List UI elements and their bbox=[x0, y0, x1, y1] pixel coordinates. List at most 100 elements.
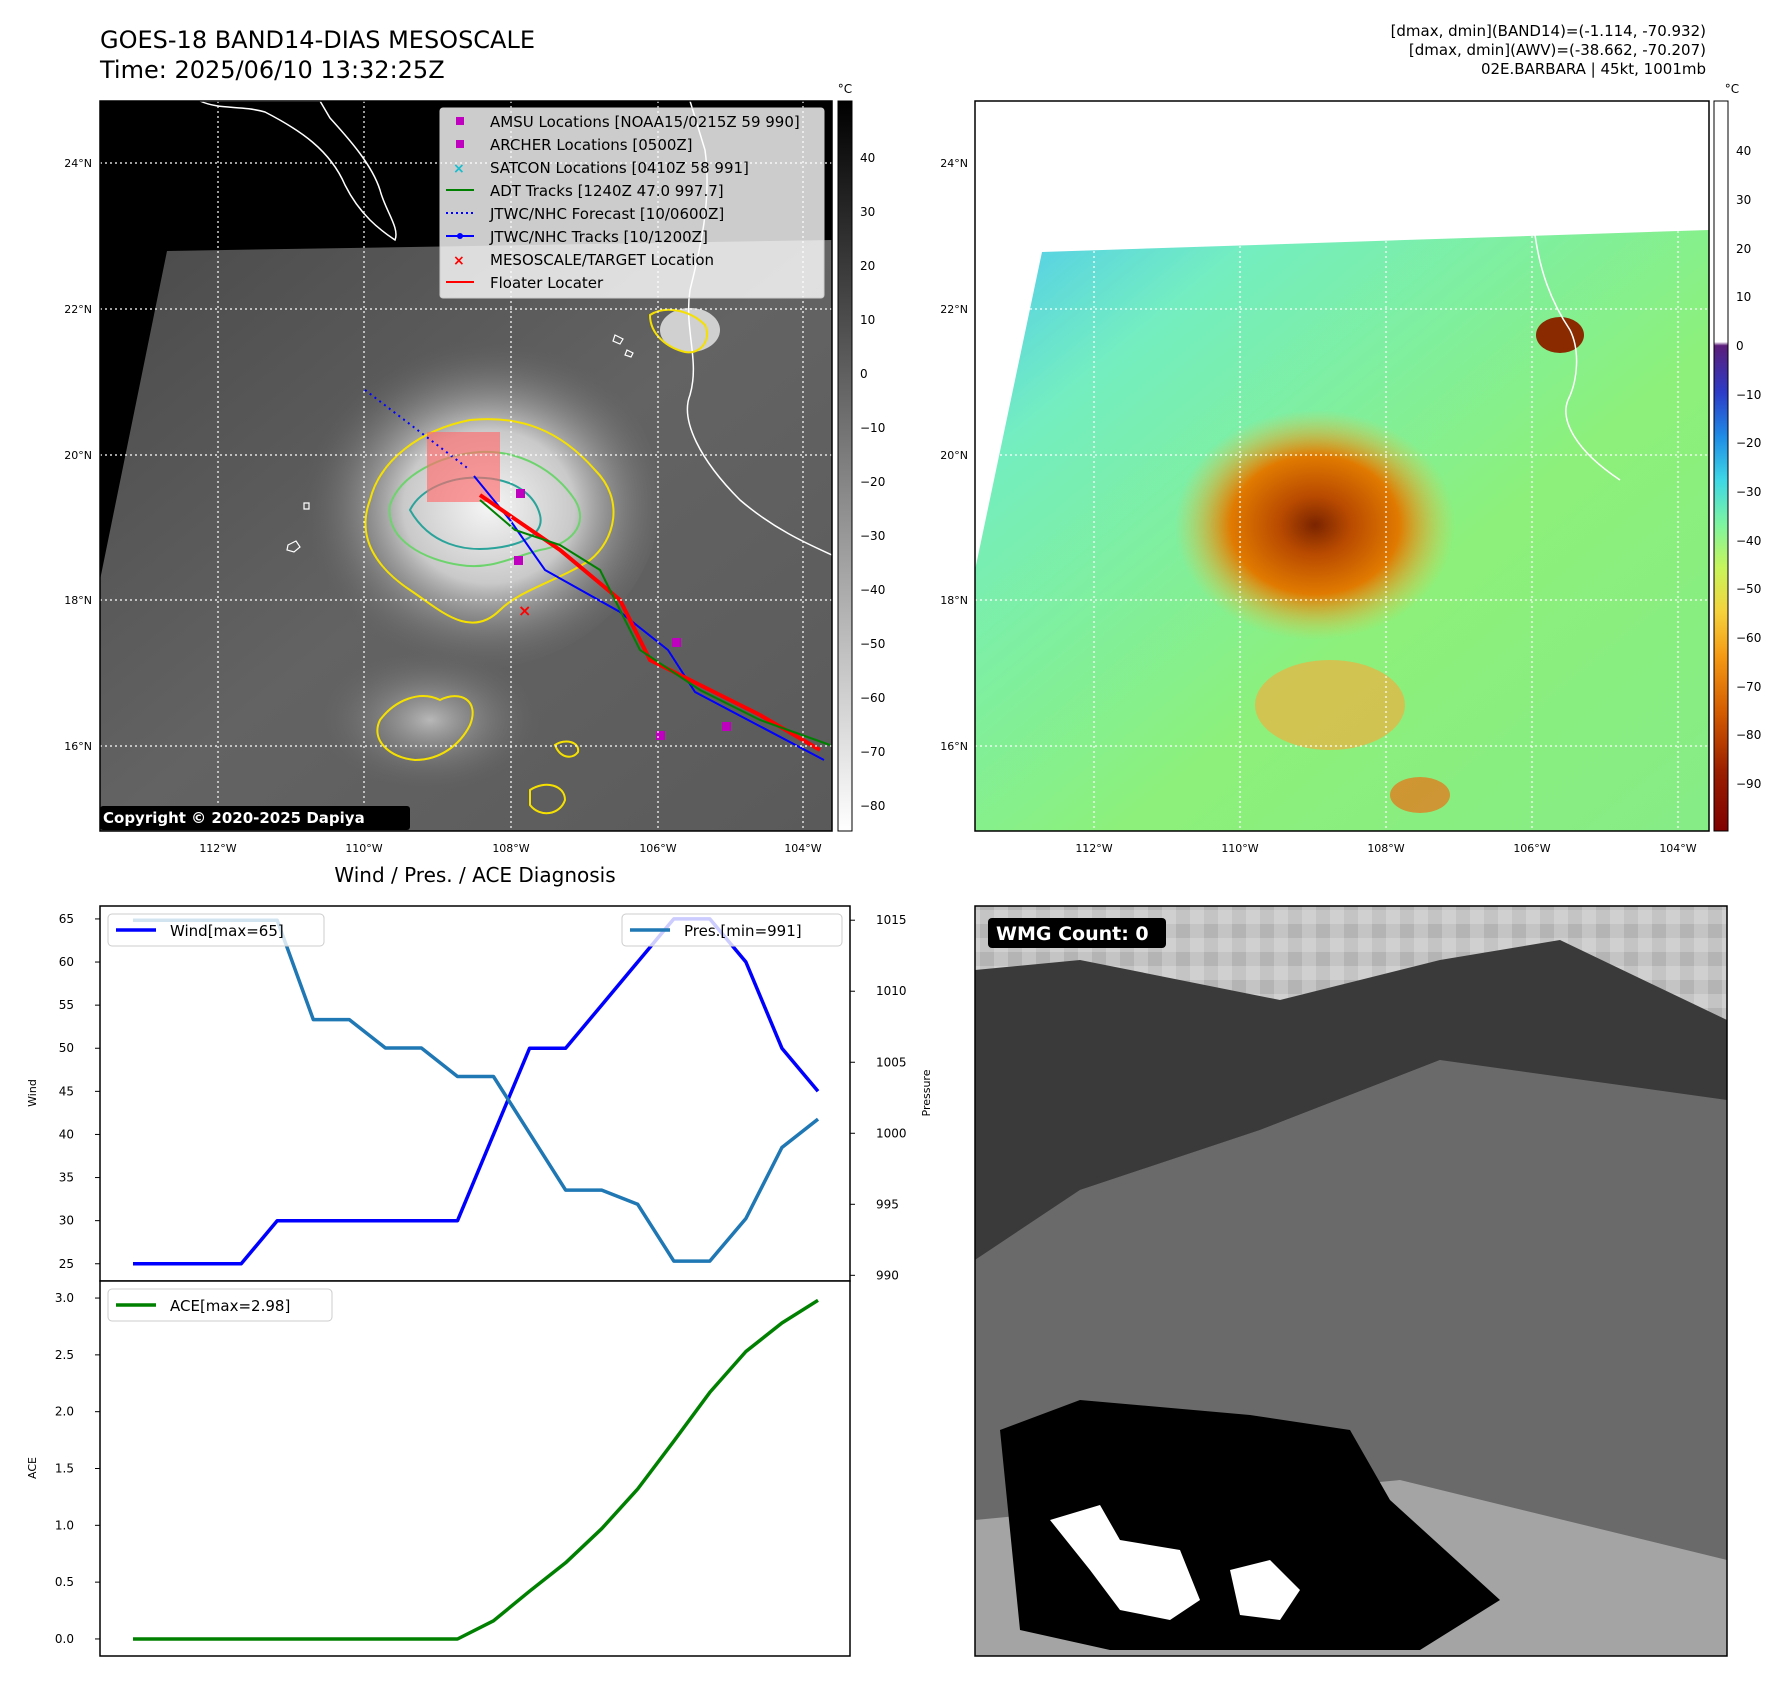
legend-archer-swatch bbox=[456, 140, 464, 148]
awv-cbar-tick: −40 bbox=[1736, 534, 1761, 548]
pressure-axis-label: Pressure bbox=[920, 1069, 933, 1116]
awv-map-frame bbox=[974, 100, 1710, 832]
ace-y-tick-label: 2.5 bbox=[55, 1348, 74, 1362]
legend-floater: Floater Locater bbox=[490, 274, 604, 292]
revillagigedo-islands bbox=[286, 502, 310, 553]
ace-y-tick-label: 1.5 bbox=[55, 1462, 74, 1476]
ir-cbar-tick: −40 bbox=[860, 583, 885, 597]
wind-axis-label: Wind bbox=[26, 1079, 39, 1107]
ace-series-line bbox=[133, 1298, 819, 1641]
page-title: GOES-18 BAND14-DIAS MESOSCALE bbox=[100, 26, 536, 54]
awv-cbar-tick: −20 bbox=[1736, 436, 1761, 450]
awv-lat-tick-22: 22°N bbox=[940, 303, 968, 316]
ir-cbar-tick: −30 bbox=[860, 529, 885, 543]
floater-box bbox=[427, 432, 500, 502]
pressure-y-tick-label: 1005 bbox=[876, 1055, 907, 1069]
pressure-y-ticks: 990 995 1000 1005 1010 1015 bbox=[850, 913, 907, 1282]
wmg-frame bbox=[974, 905, 1728, 1657]
wind-y-tick-label: 25 bbox=[59, 1257, 74, 1271]
wmg-count-text: WMG Count: 0 bbox=[996, 923, 1149, 945]
pressure-legend-box bbox=[621, 913, 843, 947]
ir-cbar-tick: −80 bbox=[860, 799, 885, 813]
wind-legend-label: Wind[max=65] bbox=[170, 922, 284, 940]
awv-band-south-2 bbox=[1390, 777, 1450, 813]
ir-lon-tick-110: 110°W bbox=[345, 842, 382, 855]
legend-tracks-dot bbox=[457, 233, 463, 239]
legend-amsu-swatch bbox=[456, 117, 464, 125]
ir-lon-tick-108: 108°W bbox=[492, 842, 529, 855]
wind-y-tick-label: 50 bbox=[59, 1041, 74, 1055]
ir-cbar-tick: −50 bbox=[860, 637, 885, 651]
wind-y-tick-label: 55 bbox=[59, 998, 74, 1012]
awv-cbar-tick: −90 bbox=[1736, 777, 1761, 791]
amsu-marker-3 bbox=[722, 722, 731, 731]
awv-lat-tick-20: 20°N bbox=[940, 449, 968, 462]
ir-lat-tick-24: 24°N bbox=[64, 157, 92, 170]
ir-cbar-tick: −60 bbox=[860, 691, 885, 705]
wmg-white-region bbox=[1050, 1505, 1200, 1620]
archer-marker-2 bbox=[656, 731, 665, 740]
ir-map-frame bbox=[99, 100, 833, 832]
ir-cbar-tick: 30 bbox=[860, 205, 875, 219]
awv-cbar-tick: −10 bbox=[1736, 388, 1761, 402]
wmg-panel: WMG Count: 0 bbox=[974, 905, 1728, 1657]
contour-yellow-south bbox=[376, 695, 474, 762]
awv-lat-tick-18: 18°N bbox=[940, 594, 968, 607]
ir-lon-tick-104: 104°W bbox=[784, 842, 821, 855]
awv-lon-tick-112: 112°W bbox=[1075, 842, 1112, 855]
cloud-band-south bbox=[320, 650, 540, 790]
band14-range-text: [dmax, dmin](BAND14)=(-1.114, -70.932) bbox=[1390, 22, 1706, 40]
awv-storm-core bbox=[1175, 410, 1455, 640]
ir-cbar-tick: 0 bbox=[860, 367, 868, 381]
baja-coastline bbox=[199, 100, 397, 242]
awv-cbar-tick: −60 bbox=[1736, 631, 1761, 645]
ace-y-tick-label: 0.0 bbox=[55, 1632, 74, 1646]
contour-yellow-small bbox=[529, 740, 580, 815]
ace-y-tick-label: 1.0 bbox=[55, 1518, 74, 1532]
pressure-legend-label: Pres.[min=991] bbox=[684, 922, 802, 940]
awv-cbar-tick: −80 bbox=[1736, 728, 1761, 742]
awv-cbar-tick: −50 bbox=[1736, 582, 1761, 596]
awv-colorbar bbox=[1713, 100, 1729, 832]
forecast-track-line bbox=[364, 389, 471, 471]
ir-lat-tick-22: 22°N bbox=[64, 303, 92, 316]
ace-plot-frame bbox=[99, 1280, 851, 1657]
legend-amsu: AMSU Locations [NOAA15/0215Z 59 990] bbox=[490, 113, 800, 131]
wind-pressure-chart: Wind / Pres. / ACE Diagnosis 25 30 35 40 45 5… bbox=[26, 863, 933, 1282]
wmg-gray-band bbox=[975, 1060, 1727, 1430]
ace-chart: 0.0 0.5 1.0 1.5 2.0 2.5 3.0 ACE ACE[max=2.98] bbox=[26, 1280, 851, 1657]
wind-y-ticks: 25 30 35 40 45 50 55 60 65 bbox=[59, 912, 100, 1271]
awv-cbar-tick: 20 bbox=[1736, 242, 1751, 256]
wind-y-tick-label: 30 bbox=[59, 1214, 74, 1228]
ir-lon-tick-106: 106°W bbox=[639, 842, 676, 855]
legend-box bbox=[439, 107, 825, 299]
archer-marker bbox=[514, 556, 523, 565]
ir-cbar-tick: −10 bbox=[860, 421, 885, 435]
legend-satcon-swatch: × bbox=[453, 161, 465, 177]
wind-y-tick-label: 45 bbox=[59, 1084, 74, 1098]
timestamp: Time: 2025/06/10 13:32:25Z bbox=[100, 56, 445, 84]
awv-cbar-tick: −70 bbox=[1736, 680, 1761, 694]
ir-lat-tick-20: 20°N bbox=[64, 449, 92, 462]
awv-lon-tick-110: 110°W bbox=[1221, 842, 1258, 855]
wind-y-tick-label: 40 bbox=[59, 1127, 74, 1141]
awv-colorbar-ticks: 40 30 20 10 0 −10 −20 −30 −40 −50 −60 −7… bbox=[1736, 144, 1761, 791]
awv-cbar-tick: 0 bbox=[1736, 339, 1744, 353]
ir-colorbar-unit: °C bbox=[838, 82, 852, 96]
islas-marias bbox=[612, 334, 634, 358]
awv-lat-tick-24: 24°N bbox=[940, 157, 968, 170]
ir-map-legend: AMSU Locations [NOAA15/0215Z 59 990] ARC… bbox=[439, 107, 825, 299]
wind-y-tick-label: 35 bbox=[59, 1171, 74, 1185]
ace-y-tick-label: 0.5 bbox=[55, 1575, 74, 1589]
awv-range-text: [dmax, dmin](AWV)=(-38.662, -70.207) bbox=[1408, 41, 1706, 59]
legend-archer: ARCHER Locations [0500Z] bbox=[490, 136, 693, 154]
ir-lon-tick-112: 112°W bbox=[199, 842, 236, 855]
ir-cbar-tick: −70 bbox=[860, 745, 885, 759]
target-location-marker: × bbox=[518, 601, 531, 620]
ir-colorbar bbox=[837, 100, 853, 832]
awv-lon-tick-106: 106°W bbox=[1513, 842, 1550, 855]
ir-cbar-tick: 40 bbox=[860, 151, 875, 165]
ace-y-tick-label: 2.0 bbox=[55, 1405, 74, 1419]
wmg-dark-band bbox=[975, 940, 1727, 1260]
